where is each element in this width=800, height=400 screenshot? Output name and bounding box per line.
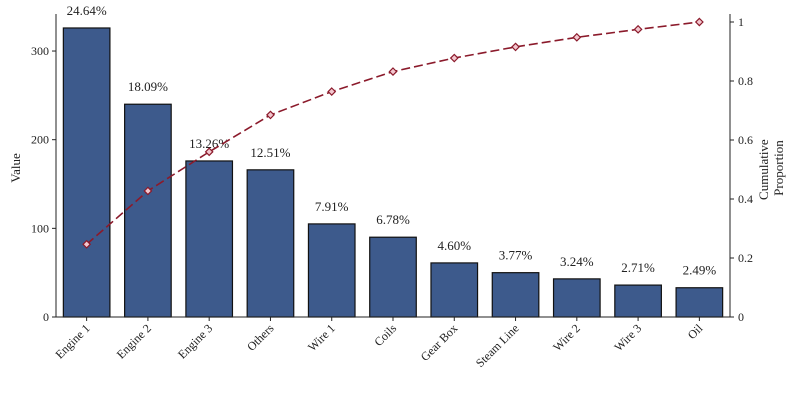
percent-label: 2.49% (683, 263, 717, 278)
percent-label: 24.64% (67, 3, 107, 18)
percent-label: 18.09% (128, 79, 168, 94)
category-tick-label: Gear Box (418, 321, 461, 364)
y2-tick-label: 1 (738, 15, 744, 29)
bar-wire-2 (552, 278, 601, 318)
cumulative-point (327, 87, 337, 97)
cumulative-point (388, 67, 398, 77)
y2-axis-title-line1: Cumulative (756, 139, 771, 200)
percent-label: 4.60% (437, 238, 471, 253)
category-tick-label: Wire 3 (611, 321, 644, 354)
bars-layer (62, 27, 724, 318)
category-tick-label: Steam Line (473, 321, 522, 370)
cumulative-line (86, 21, 700, 245)
category-tick-label: Engine 3 (175, 321, 215, 361)
bar-wire-1 (307, 223, 356, 318)
cumulative-point (511, 42, 520, 52)
y-axis-title: Value (8, 153, 23, 183)
category-tick-label: Engine 2 (114, 321, 154, 361)
category-tick-label: Wire 2 (550, 321, 583, 354)
percent-label: 2.71% (621, 260, 655, 275)
bar-steam-line (491, 272, 540, 318)
y-tick-label: 200 (31, 133, 49, 147)
bar-others (246, 169, 295, 318)
cumulative-point (266, 110, 275, 120)
bar-coils (369, 236, 417, 318)
y2-axis-title-line2: Proportion (771, 140, 786, 196)
y-tick-label: 300 (31, 44, 49, 58)
category-tick-label: Coils (371, 321, 399, 349)
percent-label: 3.24% (560, 254, 594, 269)
y2-axis-title: Cumulative Proportion (756, 136, 786, 200)
percent-label: 6.78% (376, 212, 410, 227)
y2-tick-label: 0 (738, 310, 744, 324)
bar-wire-3 (614, 284, 662, 318)
y2-tick-label: 0.4 (738, 192, 753, 206)
percent-label: 13.26% (189, 136, 229, 151)
category-tick-label: Others (244, 321, 277, 354)
cumulative-point (633, 24, 643, 34)
cumulative-point (572, 32, 582, 42)
y-tick-label: 100 (31, 221, 49, 235)
percent-label: 12.51% (250, 145, 290, 160)
bar-gear-box (430, 262, 479, 318)
cumulative-point (204, 147, 214, 157)
bar-engine-2 (124, 103, 172, 318)
cumulative-point (82, 239, 92, 249)
percent-label: 3.77% (499, 248, 533, 263)
y-tick-label: 0 (43, 310, 49, 324)
cumulative-point (449, 53, 459, 63)
bar-engine-3 (185, 160, 234, 318)
percent-label: 7.91% (315, 199, 349, 214)
category-tick-label: Oil (685, 321, 706, 342)
cumulative-point (694, 17, 704, 27)
percent-labels-layer: 24.64% 18.09% 13.26% 12.51% 7.91% 6.78% 4.60% 3… (67, 3, 717, 278)
bar-oil (675, 287, 724, 318)
y2-tick-label: 0.2 (738, 251, 753, 265)
bar-engine-1 (62, 27, 111, 318)
y2-tick-label: 0.6 (738, 133, 753, 147)
cumulative-line-layer (82, 17, 704, 249)
category-tick-label: Wire 1 (305, 321, 338, 354)
cumulative-point (143, 186, 153, 196)
category-tick-label: Engine 1 (52, 321, 92, 361)
y2-tick-label: 0.8 (738, 74, 753, 88)
